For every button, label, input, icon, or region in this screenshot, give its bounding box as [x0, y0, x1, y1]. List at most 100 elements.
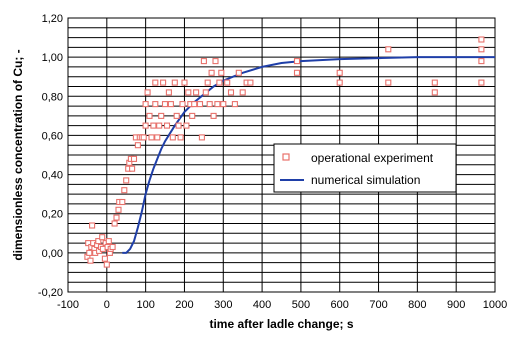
- data-point: [109, 243, 116, 251]
- data-point: [142, 122, 149, 129]
- y-tick-label: 1,20: [42, 13, 63, 25]
- data-point: [478, 36, 485, 43]
- data-point: [144, 89, 151, 96]
- data-point: [293, 69, 301, 76]
- x-tick-labels: -100 0 100 200 300 400 500 600 700 800 900 1000: [57, 299, 507, 311]
- data-point: [86, 249, 93, 256]
- data-point: [152, 79, 159, 86]
- legend-box: [273, 143, 457, 193]
- data-point: [200, 58, 207, 65]
- data-point: [227, 89, 235, 96]
- data-point: [478, 79, 485, 86]
- data-point: [214, 101, 221, 108]
- data-point: [121, 187, 128, 194]
- data-point: [165, 89, 172, 96]
- y-tick-label: 0,20: [42, 209, 63, 221]
- data-point: [478, 58, 485, 65]
- data-point: [113, 214, 120, 221]
- data-point: [336, 79, 343, 86]
- data-point: [160, 79, 167, 86]
- data-point: [185, 89, 192, 96]
- data-point: [175, 122, 182, 129]
- data-point: [210, 112, 217, 119]
- data-point: [220, 101, 227, 108]
- data-point: [196, 101, 204, 108]
- data-point: [134, 142, 141, 149]
- plot-border: [67, 17, 496, 293]
- data-point: [235, 69, 242, 76]
- operational-experiment-series: [84, 36, 485, 268]
- data-point: [140, 134, 147, 141]
- data-point: [181, 79, 188, 86]
- data-point: [158, 112, 165, 119]
- data-point: [198, 134, 205, 141]
- data-point: [231, 101, 238, 108]
- data-point: [152, 101, 159, 108]
- data-point: [167, 101, 174, 108]
- y-tick-label: 0,60: [42, 130, 63, 142]
- data-point: [247, 79, 254, 86]
- data-point: [161, 101, 169, 108]
- y-tick-label: 0,00: [42, 248, 63, 260]
- data-point: [216, 79, 223, 86]
- x-tick-label: 200: [175, 299, 193, 311]
- data-point: [193, 89, 200, 96]
- data-point: [385, 46, 392, 53]
- data-point: [183, 122, 190, 129]
- data-point: [105, 238, 112, 245]
- x-tick-label: 500: [292, 299, 310, 311]
- y-tick-label: 0,80: [42, 91, 63, 103]
- legend-marker-operational-experiment: [282, 153, 290, 161]
- legend: operational experiment numerical simulat…: [273, 143, 457, 193]
- data-point: [179, 101, 186, 108]
- data-point: [336, 69, 343, 76]
- y-tick-labels: -0,20 0,00 0,20 0,40 0,60 0,80 1,00 1,20: [38, 13, 63, 299]
- data-point: [202, 89, 209, 96]
- data-point: [385, 79, 392, 86]
- y-tick-label: 1,00: [42, 52, 63, 64]
- data-point: [146, 112, 153, 119]
- data-point: [101, 255, 108, 262]
- data-point: [129, 165, 136, 172]
- y-axis-label: dimensionless concentration of Cu; -: [11, 49, 25, 260]
- x-tick-label: 300: [214, 299, 232, 311]
- data-point: [123, 177, 130, 184]
- legend-label-numerical-simulation: numerical simulation: [311, 173, 420, 187]
- data-point: [95, 238, 102, 245]
- legend-label-operational-experiment: operational experiment: [311, 151, 434, 165]
- data-point: [148, 134, 155, 141]
- data-point: [293, 58, 301, 65]
- data-point: [212, 58, 219, 65]
- x-tick-label: 900: [447, 299, 465, 311]
- data-point: [239, 89, 246, 96]
- data-point: [115, 206, 122, 213]
- y-tick-label: -0,20: [38, 287, 63, 299]
- data-point: [142, 101, 149, 108]
- data-point: [218, 69, 225, 76]
- data-point: [87, 257, 94, 264]
- numerical-simulation-series: [122, 56, 495, 254]
- data-point: [431, 89, 438, 96]
- x-tick-label: 1000: [483, 299, 507, 311]
- data-point: [224, 79, 231, 86]
- data-point: [431, 79, 438, 86]
- data-point: [150, 122, 157, 129]
- data-point: [130, 155, 138, 162]
- data-point: [99, 234, 106, 241]
- data-point: [89, 222, 96, 229]
- data-point: [189, 112, 196, 119]
- x-tick-label: 400: [253, 299, 271, 311]
- data-point: [154, 134, 161, 141]
- data-point: [163, 122, 171, 129]
- data-point: [111, 220, 118, 227]
- data-point: [171, 79, 178, 86]
- data-point: [119, 198, 126, 206]
- data-point: [478, 46, 485, 53]
- x-tick-label: 800: [408, 299, 426, 311]
- data-point: [177, 134, 184, 141]
- x-tick-label: 0: [104, 299, 110, 311]
- x-tick-label: 100: [136, 299, 154, 311]
- y-tick-label: 0,40: [42, 170, 63, 182]
- data-point: [208, 69, 215, 76]
